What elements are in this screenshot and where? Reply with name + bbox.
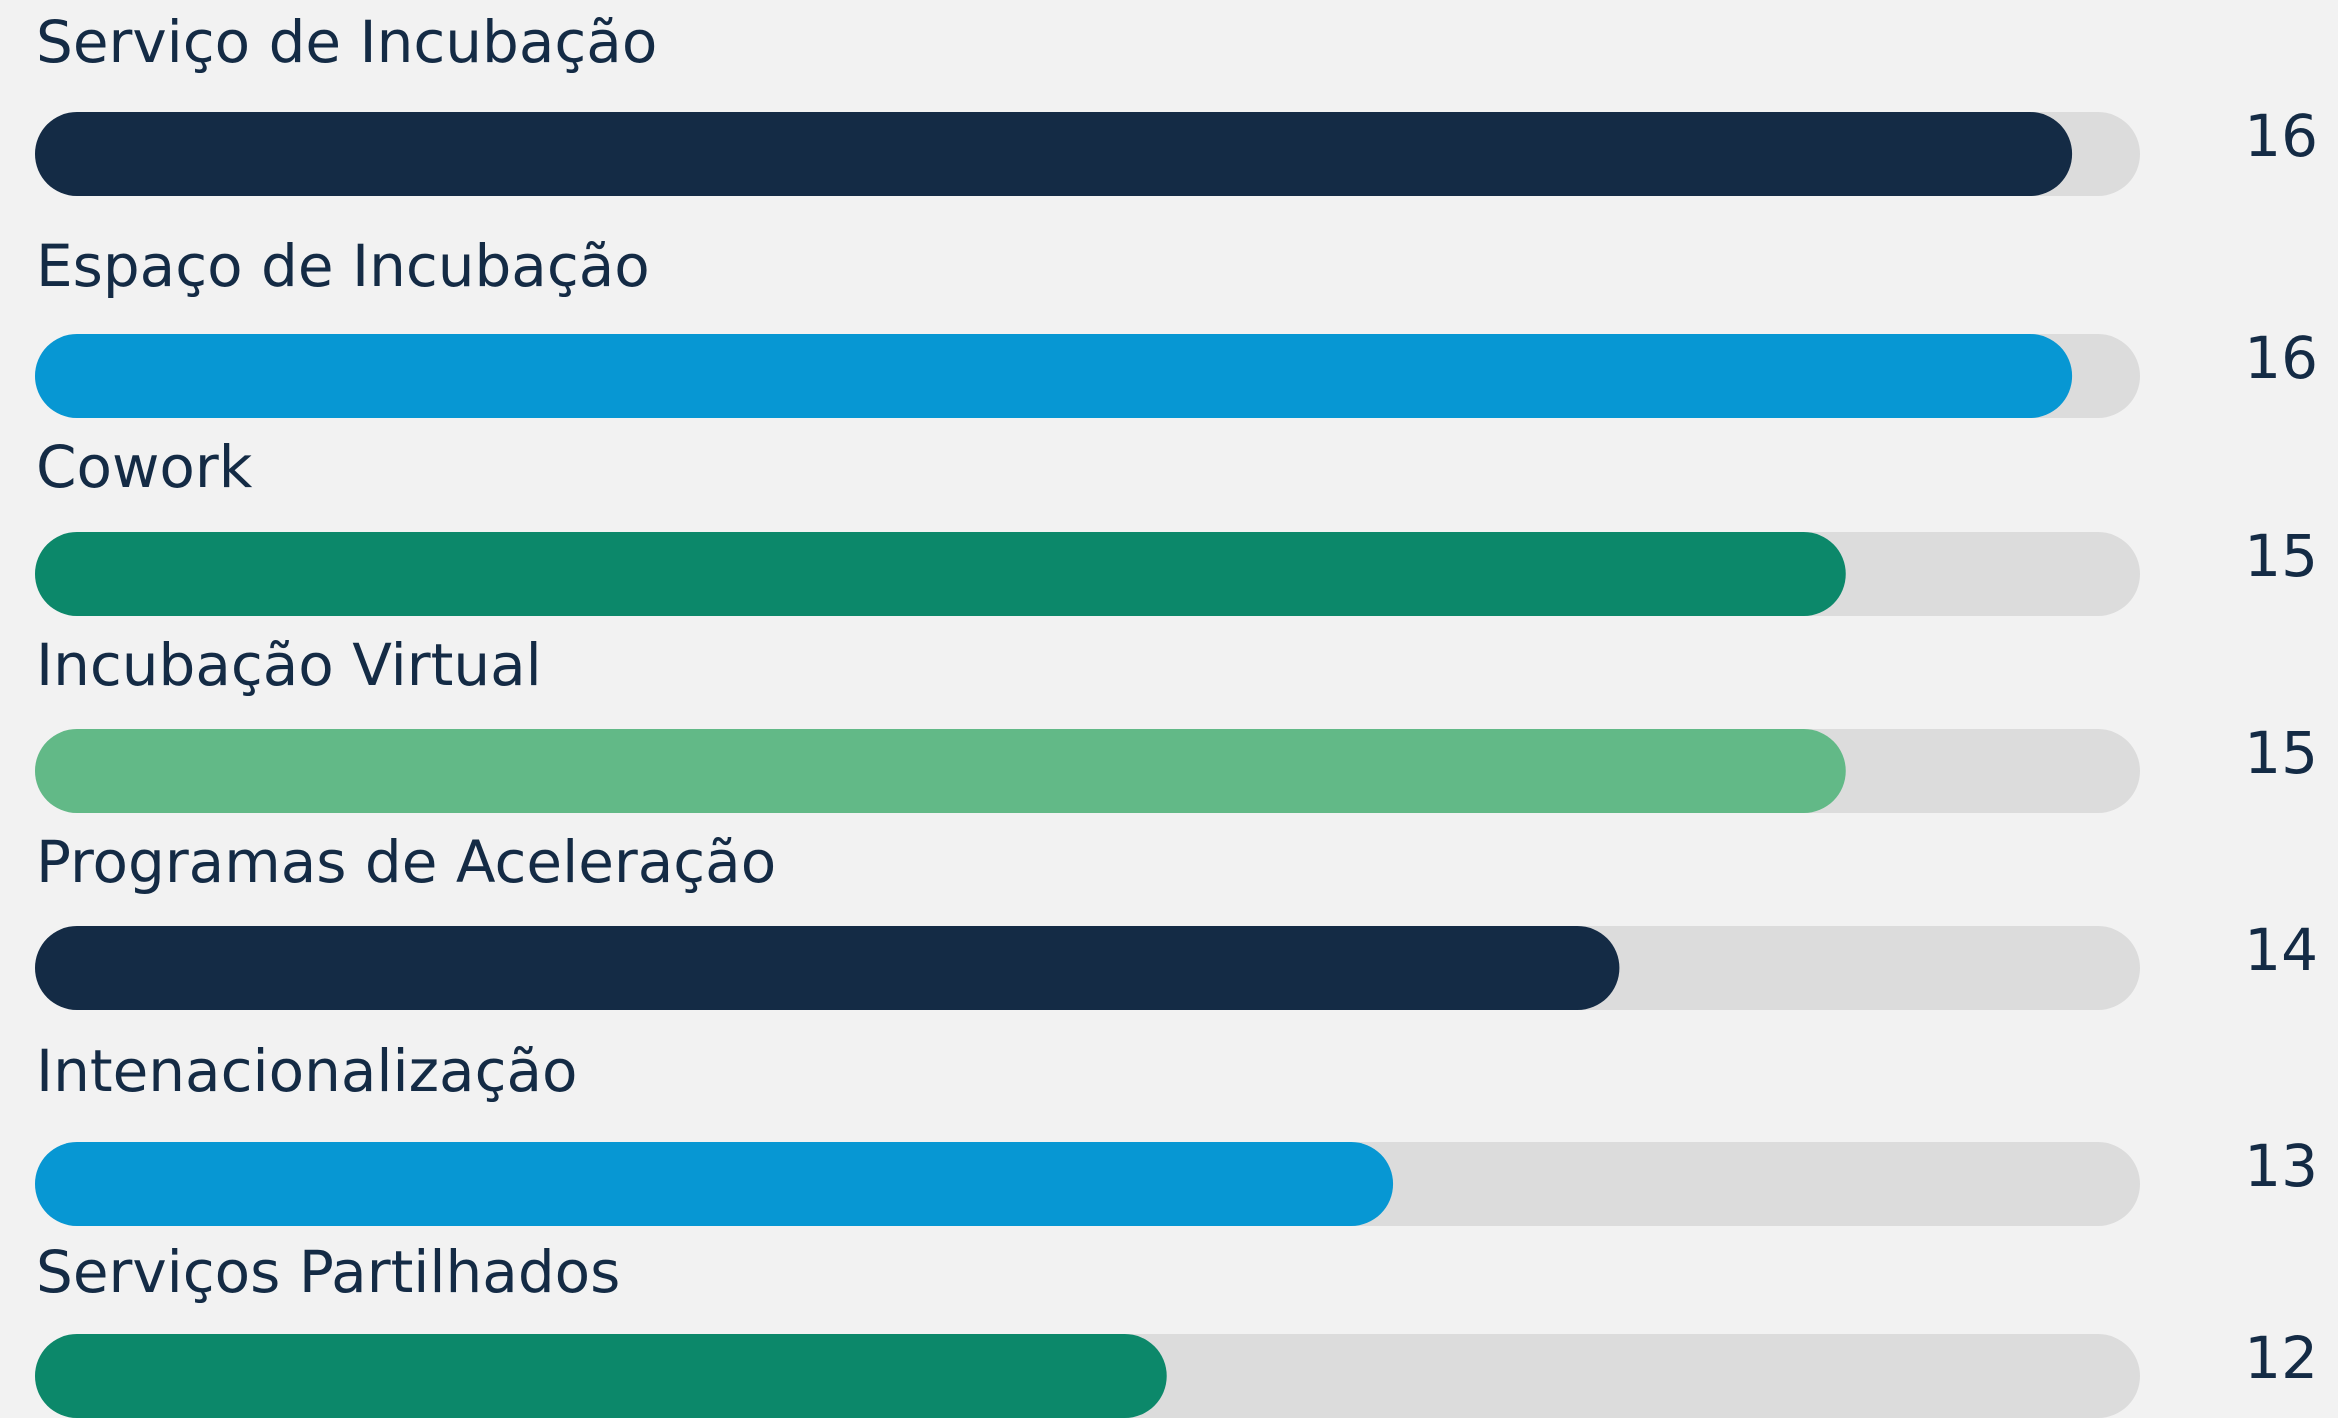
bar bbox=[35, 926, 1620, 1010]
bar-label: Cowork bbox=[36, 433, 253, 501]
bar-value: 15 bbox=[2244, 522, 2318, 590]
bar-value: 14 bbox=[2244, 916, 2318, 984]
bar bbox=[35, 532, 1846, 616]
bar-value: 15 bbox=[2244, 719, 2318, 787]
bar bbox=[35, 112, 2073, 196]
bar-value: 16 bbox=[2244, 102, 2318, 170]
bar-label: Serviço de Incubação bbox=[36, 8, 657, 76]
bar bbox=[35, 1334, 1167, 1418]
bar bbox=[35, 1142, 1394, 1226]
bar-value: 12 bbox=[2244, 1324, 2318, 1392]
bar-label: Programas de Aceleração bbox=[36, 828, 776, 896]
bar-label: Serviços Partilhados bbox=[36, 1238, 620, 1306]
bar bbox=[35, 729, 1846, 813]
bar-label: Intenacionalização bbox=[36, 1037, 578, 1105]
bar-label: Incubação Virtual bbox=[36, 631, 542, 699]
bar-value: 16 bbox=[2244, 324, 2318, 392]
bar bbox=[35, 334, 2073, 418]
bar-value: 13 bbox=[2244, 1132, 2318, 1200]
bar-label: Espaço de Incubação bbox=[36, 232, 650, 300]
